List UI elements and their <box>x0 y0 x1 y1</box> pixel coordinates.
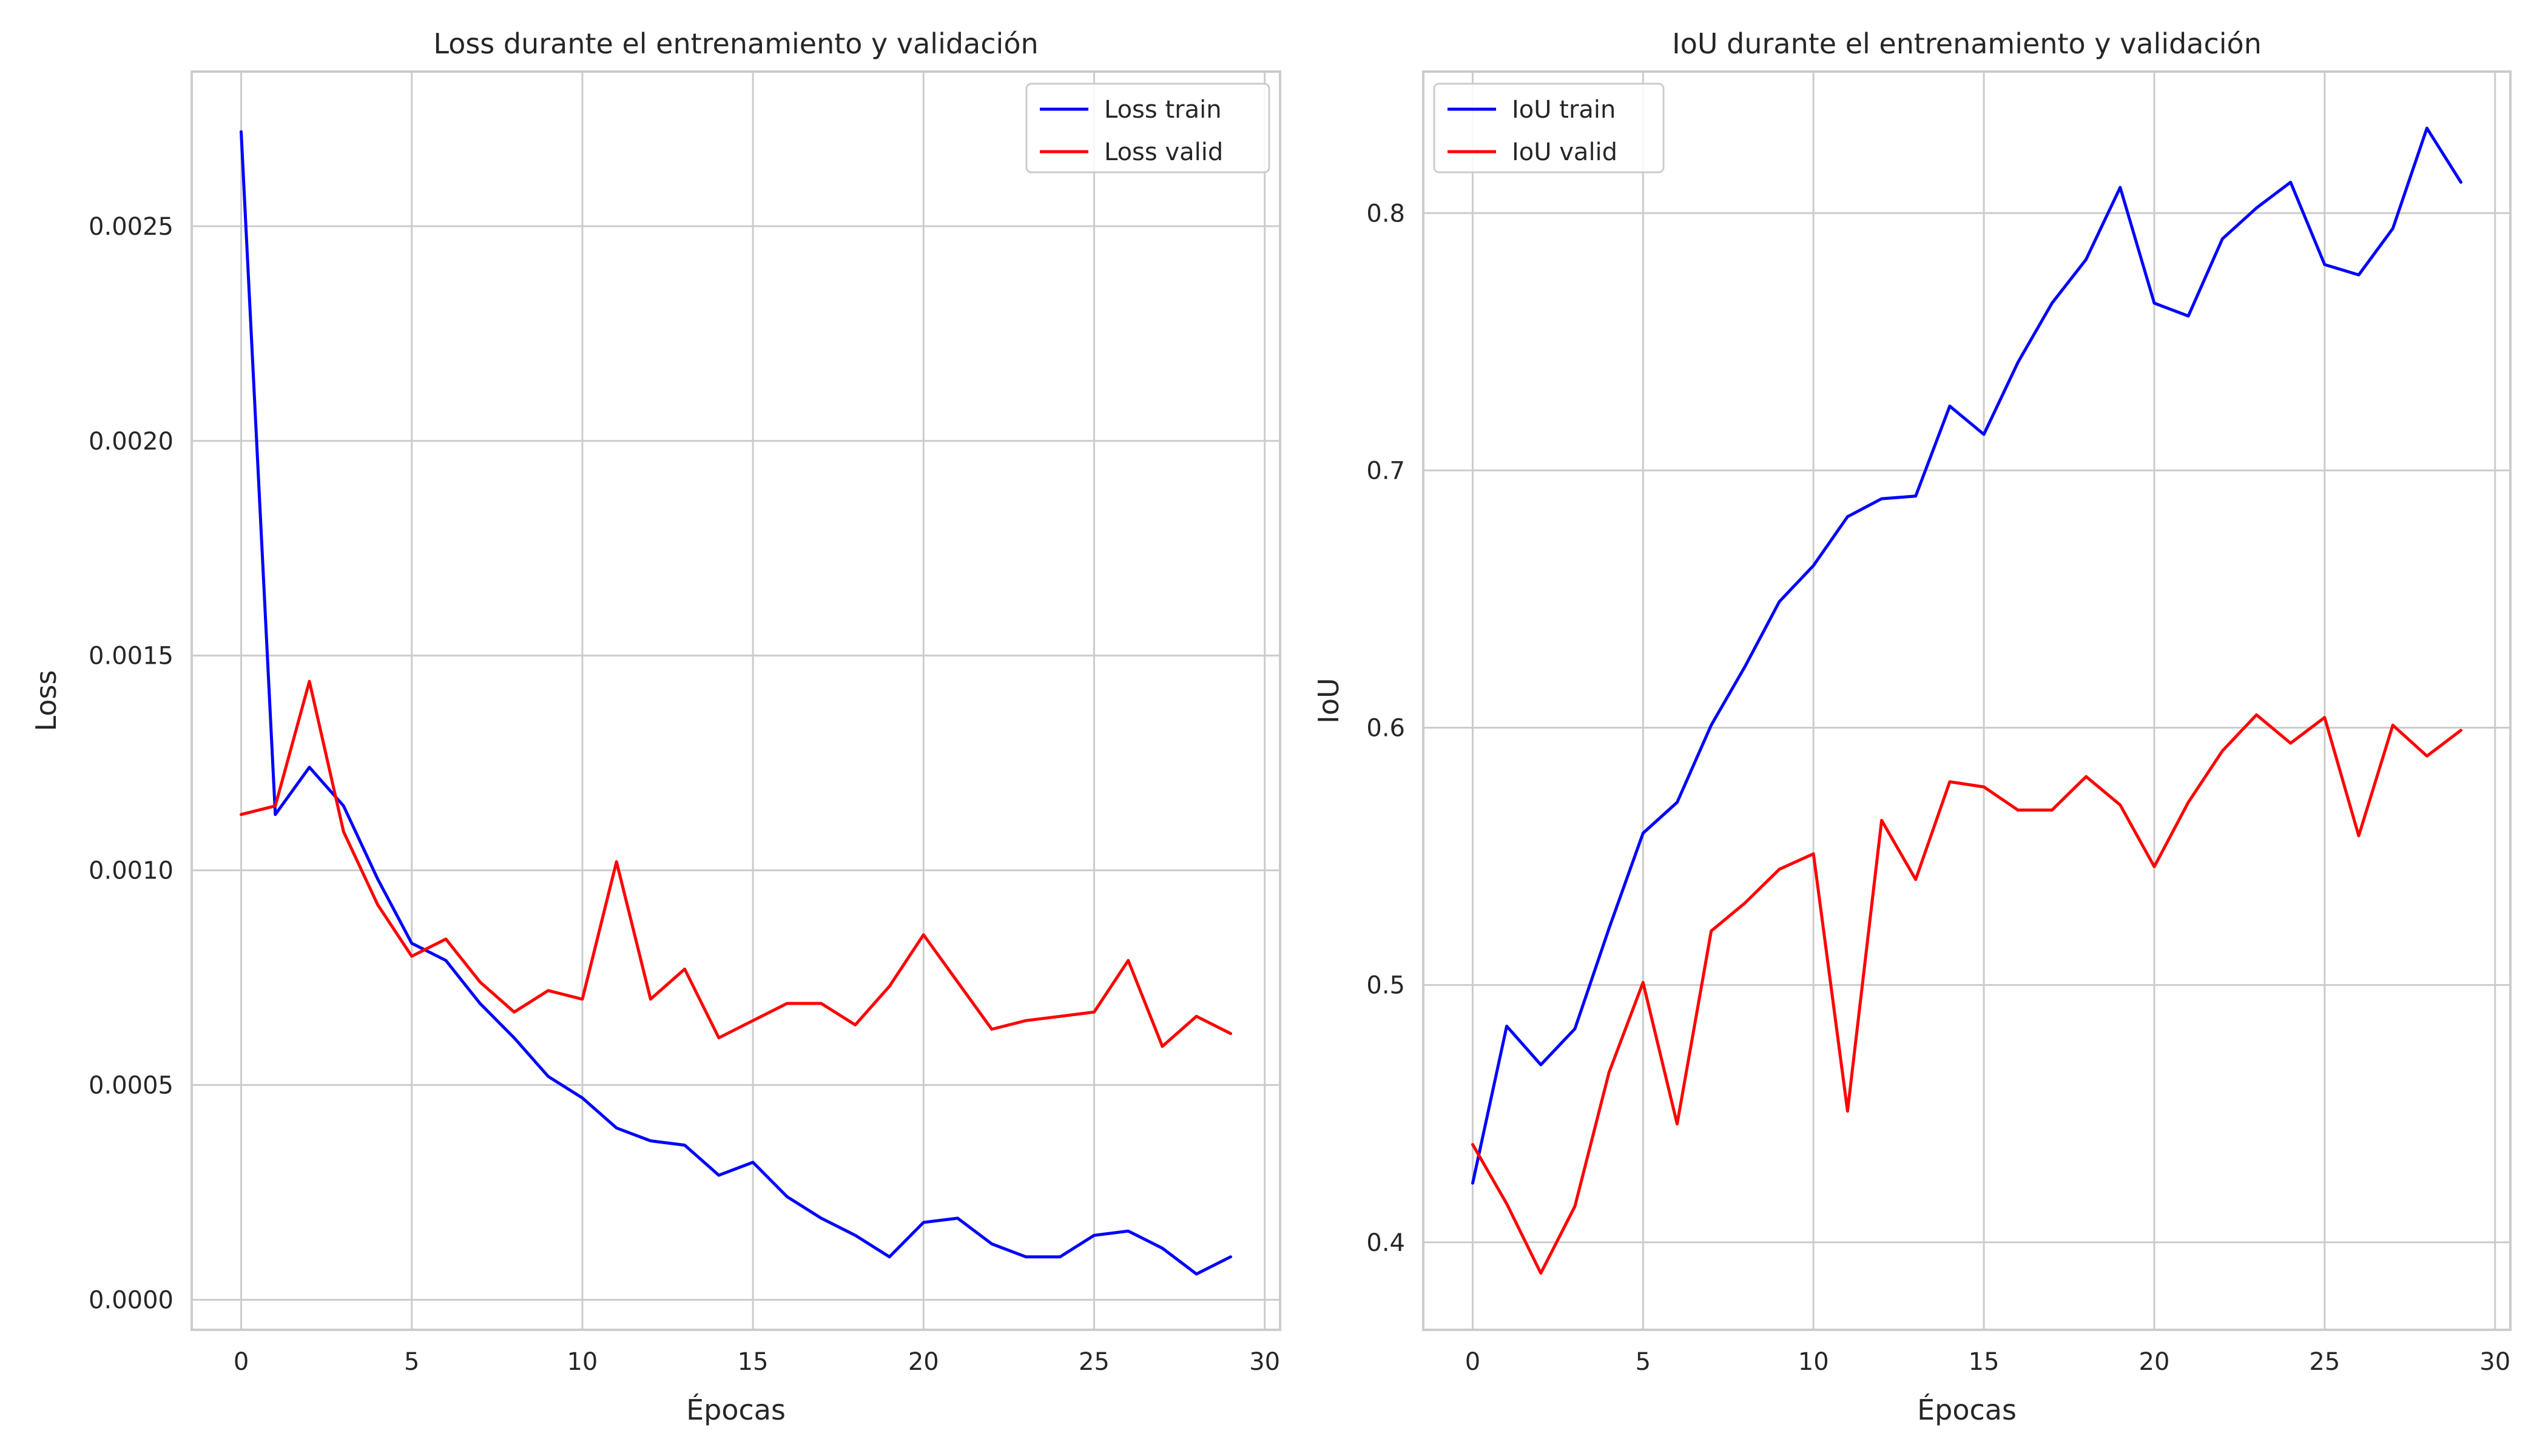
series-line-iou-train <box>1471 126 2462 1185</box>
plot-frame <box>190 70 1281 1331</box>
y-tick-label: 0.0025 <box>89 213 174 241</box>
x-tick-label: 25 <box>1079 1348 1110 1376</box>
y-tick-label: 0.0010 <box>89 857 174 885</box>
legend-label-iou-valid: IoU valid <box>1512 138 1617 166</box>
y-tick-label: 0.0000 <box>89 1286 174 1314</box>
x-tick-label: 5 <box>404 1348 419 1376</box>
y-tick-label: 0.0020 <box>89 428 174 456</box>
x-tick-label: 5 <box>1636 1348 1651 1376</box>
x-axis-label: Épocas <box>686 1394 786 1426</box>
x-tick-label: 30 <box>1249 1348 1280 1376</box>
legend-label-iou-train: IoU train <box>1512 96 1616 124</box>
y-tick-label: 0.4 <box>1366 1229 1405 1257</box>
y-axis-label: Loss <box>30 670 62 732</box>
x-tick-label: 0 <box>1465 1348 1480 1376</box>
x-tick-label: 15 <box>738 1348 769 1376</box>
x-tick-label: 20 <box>908 1348 939 1376</box>
y-tick-label: 0.0015 <box>89 642 174 670</box>
iou-chart: 0 5 10 15 20 25 30 0.4 0.5 0.6 0.7 0.8 IoU durante e… <box>1312 27 2512 1426</box>
x-tick-label: 0 <box>234 1348 249 1376</box>
x-tick-label: 10 <box>567 1348 598 1376</box>
chart-title: Loss durante el entrenamiento y validaci… <box>433 27 1038 60</box>
legend: IoU train IoU valid <box>1433 83 1665 174</box>
x-axis-label: Épocas <box>1917 1394 2017 1426</box>
legend-label-loss-valid: Loss valid <box>1104 138 1223 166</box>
plot-frame <box>1422 70 2512 1331</box>
y-tick-label: 0.0005 <box>89 1072 174 1100</box>
x-tick-label: 25 <box>2309 1348 2340 1376</box>
legend: Loss train Loss valid <box>1025 83 1270 174</box>
series-line-loss-train <box>240 130 1232 1276</box>
x-tick-label: 10 <box>1798 1348 1829 1376</box>
x-tick-label: 30 <box>2479 1348 2510 1376</box>
y-tick-label: 0.6 <box>1366 715 1405 743</box>
x-tick-label: 15 <box>1969 1348 2000 1376</box>
chart-title: IoU durante el entrenamiento y validació… <box>1672 27 2262 60</box>
series-line-loss-valid <box>240 679 1232 1048</box>
series-line-iou-valid <box>1471 713 2462 1275</box>
legend-label-loss-train: Loss train <box>1104 96 1222 124</box>
y-tick-label: 0.7 <box>1366 457 1405 485</box>
loss-chart: 0 5 10 15 20 25 30 0.0000 0.0005 0.0010 0.0015 0.00… <box>30 27 1281 1426</box>
y-tick-label: 0.5 <box>1366 972 1405 1000</box>
x-tick-label: 20 <box>2139 1348 2170 1376</box>
y-tick-label: 0.8 <box>1366 200 1405 228</box>
y-axis-label: IoU <box>1312 678 1345 723</box>
